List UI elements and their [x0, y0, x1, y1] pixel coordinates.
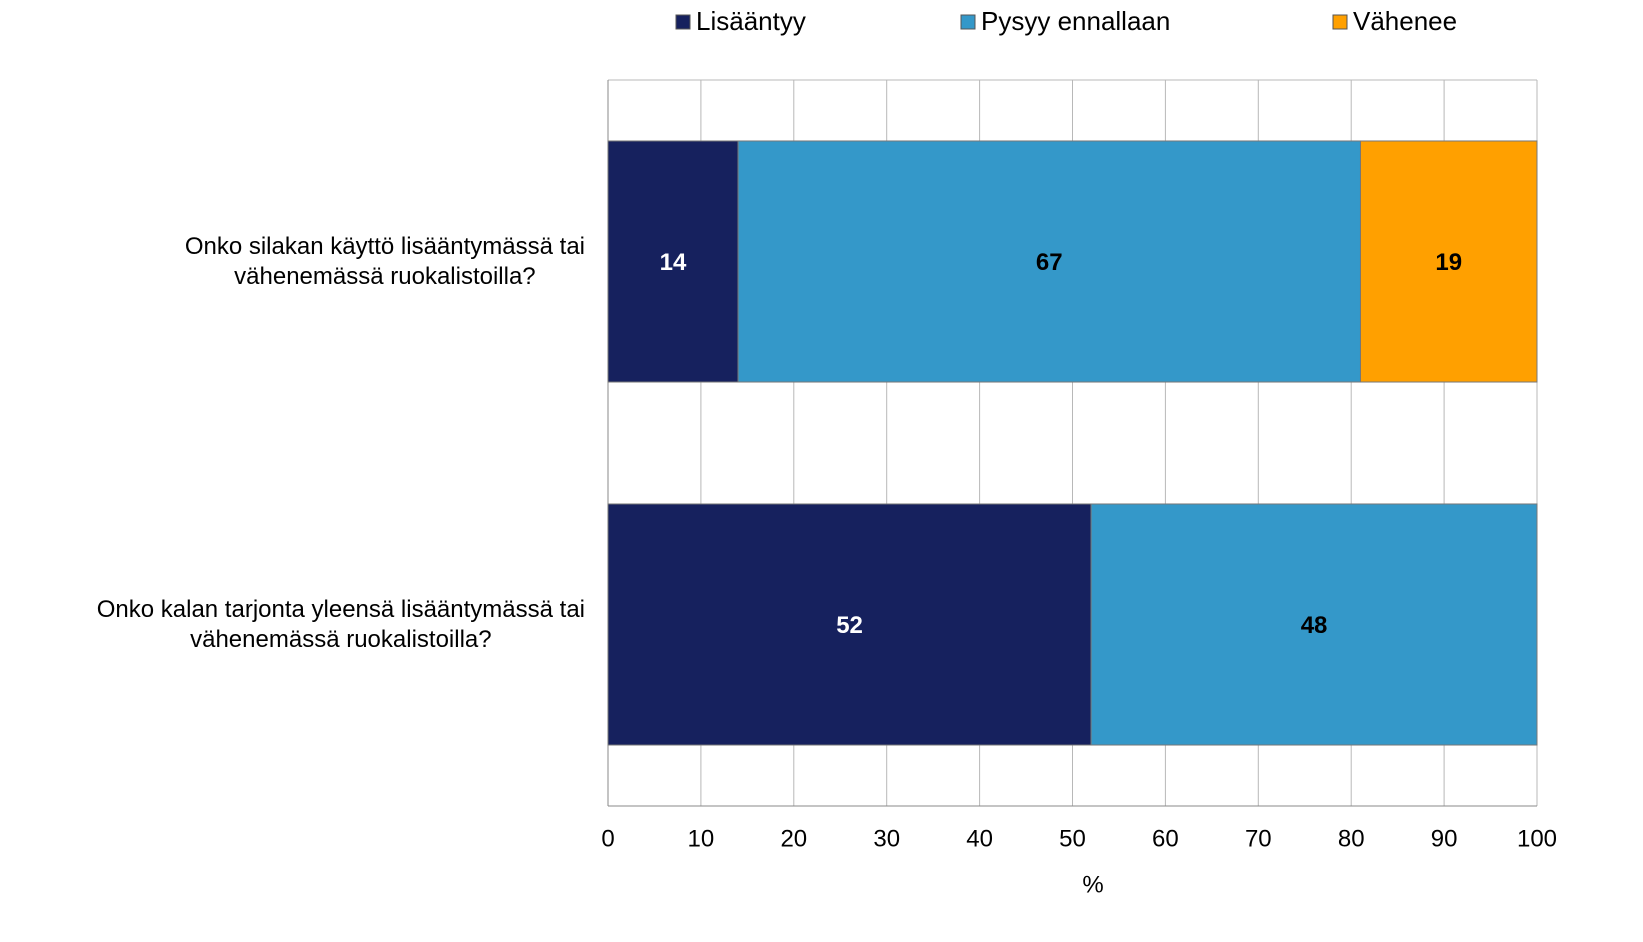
legend-swatch	[1332, 14, 1348, 30]
bar-segment	[607, 140, 739, 383]
legend-label: Lisääntyy	[696, 6, 806, 36]
x-tick-label: 70	[1245, 825, 1272, 852]
x-tick-label: 100	[1517, 825, 1557, 852]
x-tick-label: 0	[601, 825, 614, 852]
legend-swatch	[675, 14, 691, 30]
data-label: 48	[1301, 612, 1328, 639]
bar-segment	[607, 503, 1092, 746]
data-label: 52	[836, 612, 863, 639]
bar-segment	[1090, 503, 1538, 746]
bar-segment	[1359, 140, 1538, 383]
bar-segment	[737, 140, 1361, 383]
legend-label: Pysyy ennallaan	[981, 6, 1170, 36]
legend-swatch	[960, 14, 976, 30]
x-tick-label: 80	[1338, 825, 1365, 852]
category-label: Onko kalan tarjonta yleensä lisääntymäss…	[96, 595, 585, 653]
legend-label: Vähenee	[1353, 6, 1457, 36]
data-label: 67	[1036, 249, 1063, 276]
x-tick-label: 30	[873, 825, 900, 852]
x-tick-label: 60	[1152, 825, 1179, 852]
data-label: 14	[660, 249, 687, 276]
x-axis-title: %	[1082, 871, 1103, 898]
x-tick-label: 40	[966, 825, 993, 852]
category-label: Onko silakan käyttö lisääntymässä tai vä…	[184, 232, 585, 290]
x-tick-label: 90	[1431, 825, 1458, 852]
x-tick-label: 10	[688, 825, 715, 852]
data-label: 19	[1435, 249, 1462, 276]
x-tick-label: 50	[1059, 825, 1086, 852]
x-tick-label: 20	[780, 825, 807, 852]
